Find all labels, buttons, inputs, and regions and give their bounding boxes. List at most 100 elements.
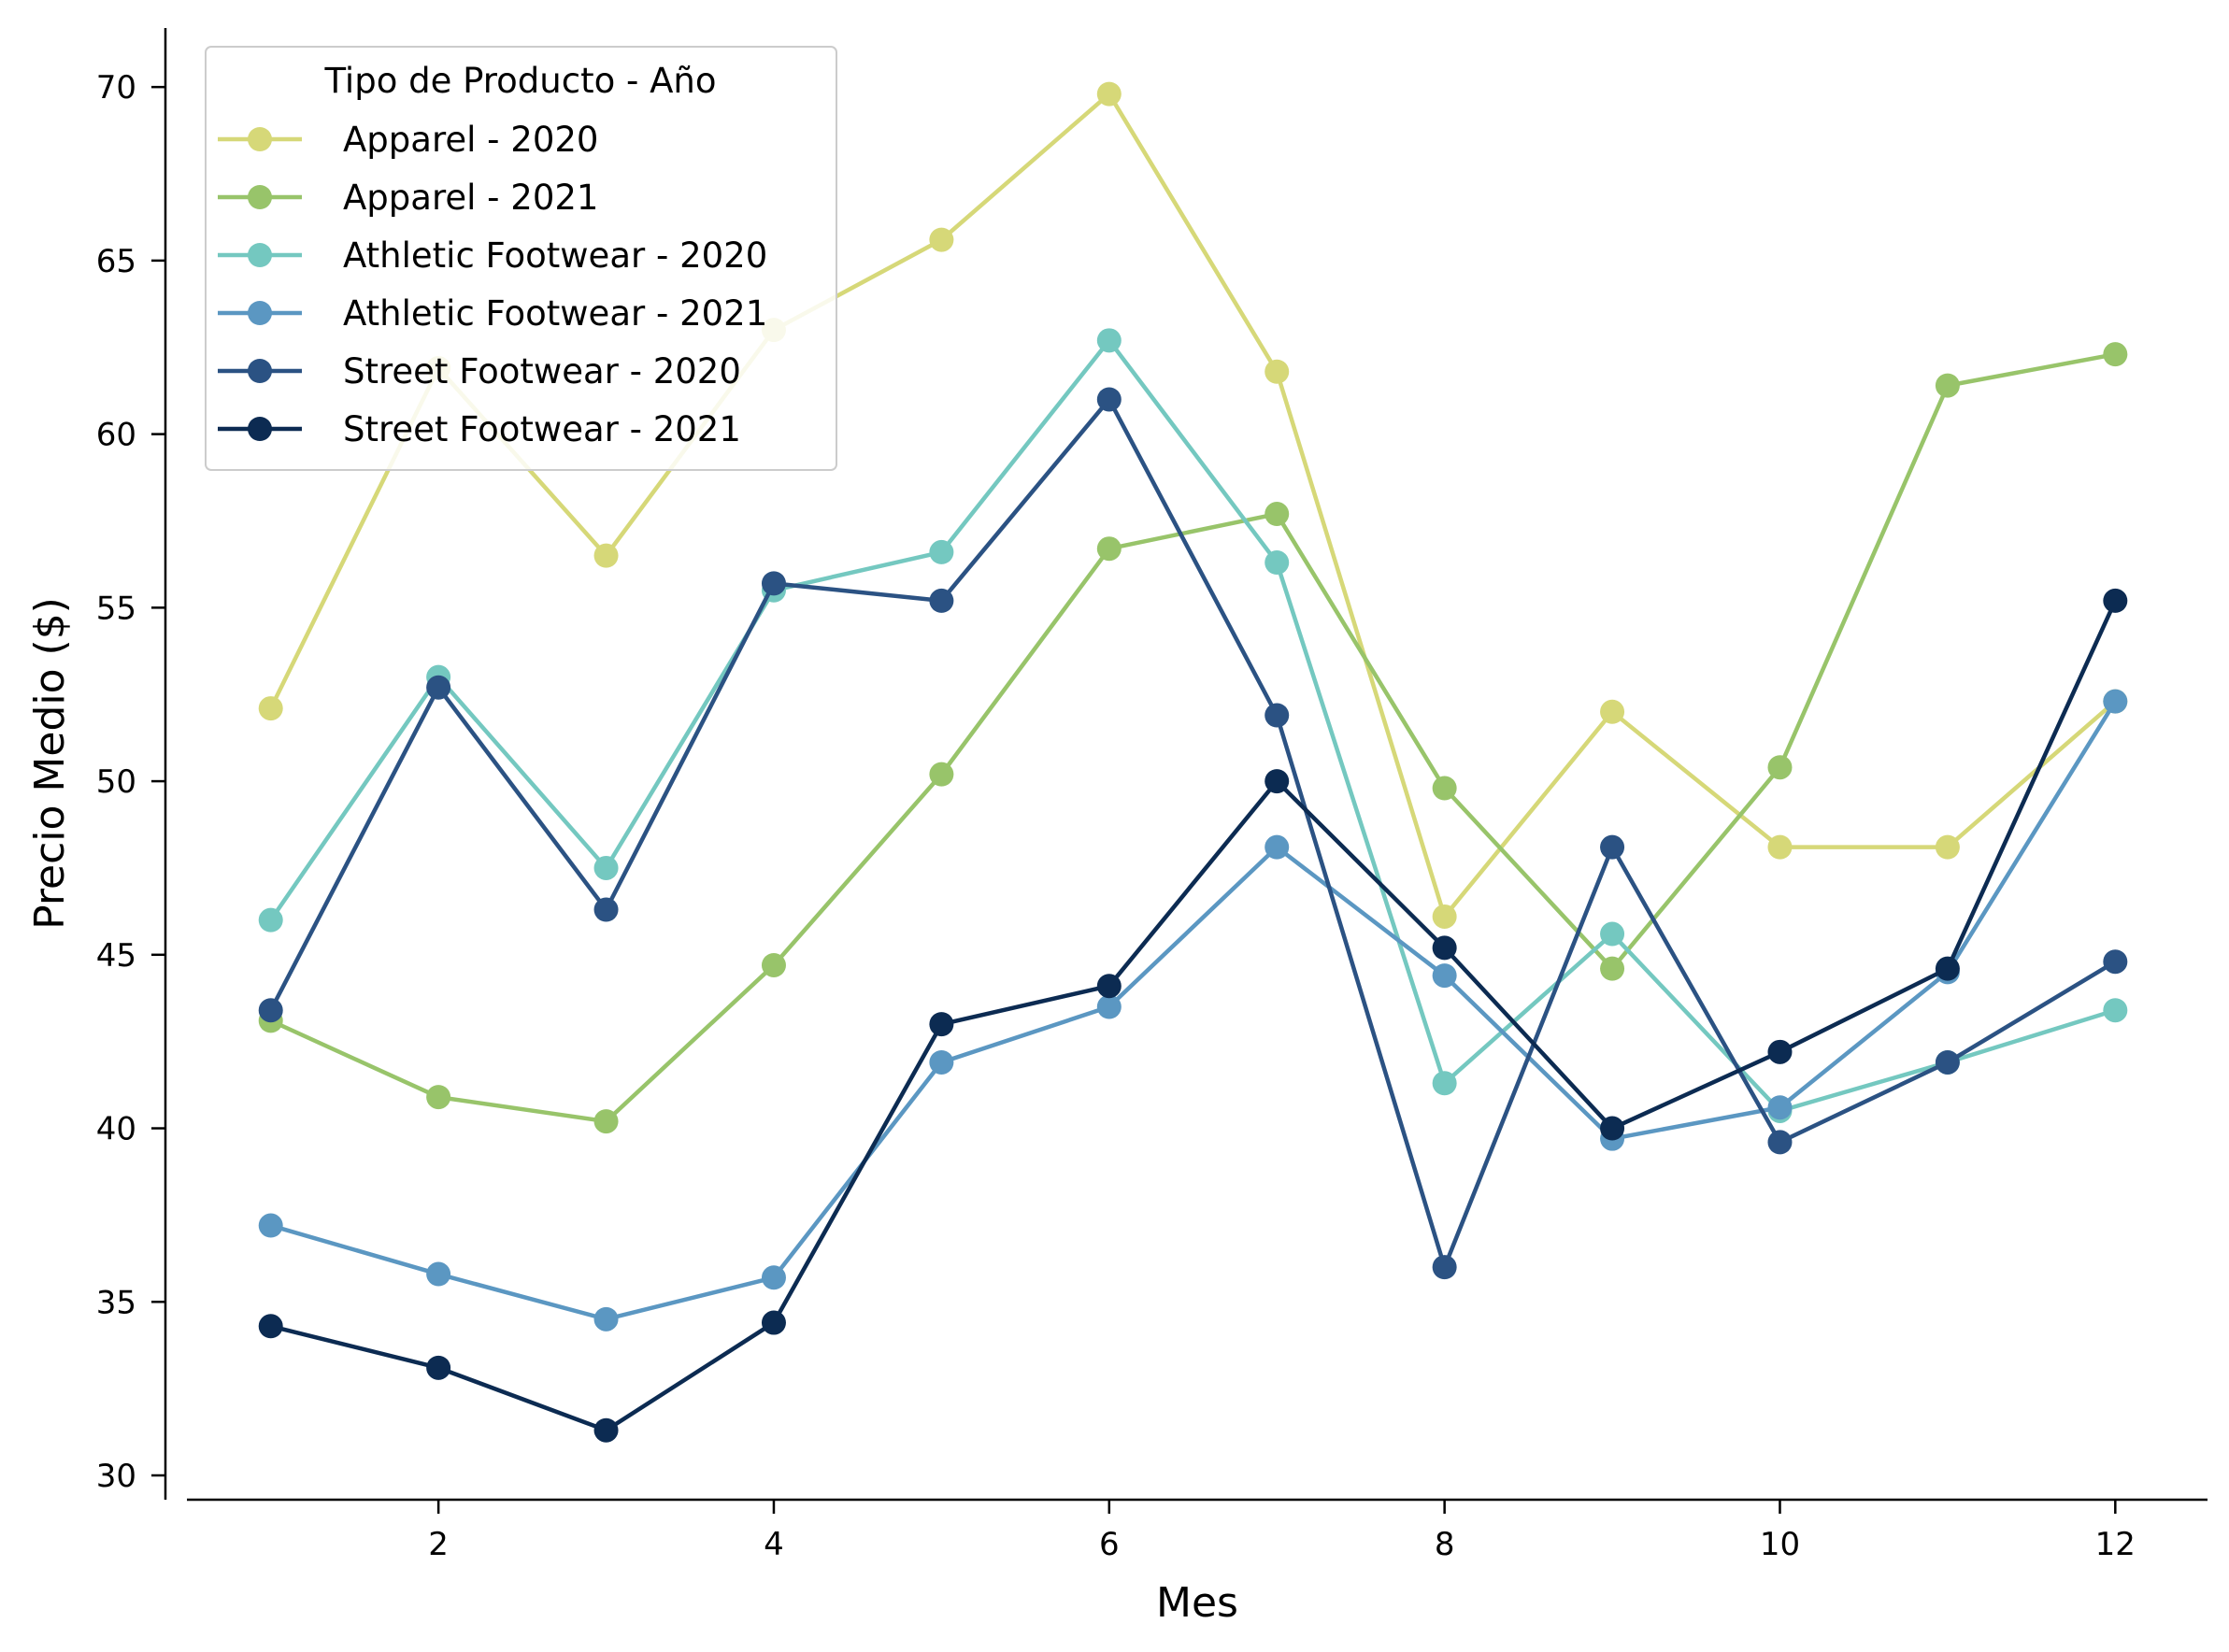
y-tick-label: 70 xyxy=(96,69,136,107)
legend: Tipo de Producto - Año Apparel - 2020App… xyxy=(205,46,837,471)
data-point xyxy=(1600,921,1625,947)
y-tick-label: 65 xyxy=(96,243,136,280)
legend-label: Apparel - 2020 xyxy=(343,120,598,160)
series-6 xyxy=(258,588,2128,1443)
x-tick-label: 12 xyxy=(2095,1526,2136,1563)
data-point xyxy=(1265,550,1290,576)
series-4 xyxy=(258,689,2128,1332)
data-point xyxy=(1767,1130,1793,1155)
data-point xyxy=(258,998,283,1023)
x-ticks: 2 4 6 8 10 12 xyxy=(428,1500,2136,1563)
data-point xyxy=(2103,998,2128,1023)
data-point xyxy=(1432,935,1457,961)
data-point xyxy=(1935,1049,1960,1075)
data-point xyxy=(1767,1095,1793,1120)
legend-entry: Apparel - 2021 xyxy=(218,178,598,218)
data-point xyxy=(1600,699,1625,724)
x-tick-label: 8 xyxy=(1435,1526,1455,1563)
data-point xyxy=(1265,769,1290,794)
data-point xyxy=(1096,387,1122,412)
data-point xyxy=(929,539,954,564)
data-point xyxy=(929,588,954,613)
legend-marker xyxy=(248,359,272,383)
data-point xyxy=(593,1109,619,1134)
data-point xyxy=(426,1085,451,1110)
data-point xyxy=(593,1417,619,1443)
data-point xyxy=(2103,689,2128,714)
data-point xyxy=(258,1213,283,1238)
legend-box xyxy=(205,46,837,471)
series-line xyxy=(269,351,2116,1124)
legend-entry: Apparel - 2020 xyxy=(218,120,598,160)
data-point xyxy=(1265,703,1290,728)
data-point xyxy=(2103,949,2128,975)
legend-marker xyxy=(248,417,272,441)
y-tick-label: 35 xyxy=(96,1284,136,1321)
data-point xyxy=(1096,994,1122,1019)
data-point xyxy=(1432,1071,1457,1096)
y-axis-title: Precio Medio ($) xyxy=(26,597,74,930)
legend-entries: Apparel - 2020 Apparel - 2021 Athletic Foo… xyxy=(218,120,767,449)
data-point xyxy=(593,897,619,922)
legend-entry: Street Footwear - 2020 xyxy=(218,351,741,392)
data-point xyxy=(258,1314,283,1339)
data-point xyxy=(426,1261,451,1287)
data-point xyxy=(593,1306,619,1332)
y-tick-label: 60 xyxy=(96,417,136,454)
data-point xyxy=(593,543,619,568)
data-point xyxy=(258,696,283,721)
data-point xyxy=(761,571,786,596)
data-point xyxy=(1432,1255,1457,1280)
y-ticks: 30 35 40 45 50 55 60 65 70 xyxy=(96,69,165,1495)
data-point xyxy=(1600,834,1625,860)
plot-area xyxy=(258,81,2128,1443)
legend-title: Tipo de Producto - Año xyxy=(323,61,716,101)
legend-label: Street Footwear - 2020 xyxy=(343,351,741,392)
data-point xyxy=(929,1012,954,1037)
series-line xyxy=(268,338,2116,1114)
data-point xyxy=(1600,956,1625,981)
data-point xyxy=(929,1049,954,1075)
legend-entry: Athletic Footwear - 2021 xyxy=(218,293,767,334)
data-point xyxy=(1096,974,1122,999)
legend-marker xyxy=(248,301,272,325)
x-tick-label: 2 xyxy=(428,1526,449,1563)
data-point xyxy=(1767,834,1793,860)
data-point xyxy=(1096,328,1122,353)
data-point xyxy=(761,1265,786,1290)
data-point xyxy=(1432,963,1457,989)
legend-marker xyxy=(248,243,272,267)
data-point xyxy=(1265,834,1290,860)
series-1 xyxy=(258,81,2128,929)
y-tick-label: 55 xyxy=(96,590,136,627)
legend-label: Street Footwear - 2021 xyxy=(343,409,741,449)
data-point xyxy=(1935,834,1960,860)
data-point xyxy=(258,907,283,933)
data-point xyxy=(1265,359,1290,384)
data-point xyxy=(1265,502,1290,527)
series-line xyxy=(268,397,2117,1270)
data-point xyxy=(761,952,786,977)
legend-entry: Athletic Footwear - 2020 xyxy=(218,235,767,276)
data-point xyxy=(593,855,619,880)
legend-marker xyxy=(248,127,272,151)
data-point xyxy=(2103,342,2128,367)
data-point xyxy=(1432,776,1457,801)
y-tick-label: 40 xyxy=(96,1111,136,1148)
legend-label: Athletic Footwear - 2020 xyxy=(343,235,767,276)
data-point xyxy=(1767,755,1793,780)
y-tick-label: 45 xyxy=(96,937,136,975)
legend-label: Apparel - 2021 xyxy=(343,178,598,218)
y-tick-label: 30 xyxy=(96,1458,136,1495)
data-point xyxy=(426,675,451,700)
x-axis-title: Mes xyxy=(1156,1579,1238,1627)
y-tick-label: 50 xyxy=(96,763,136,801)
data-point xyxy=(1767,1039,1793,1064)
data-point xyxy=(929,762,954,787)
series-line xyxy=(270,599,2118,1432)
legend-label: Athletic Footwear - 2021 xyxy=(343,293,767,334)
data-point xyxy=(929,227,954,252)
series-5 xyxy=(258,387,2128,1280)
legend-entry: Street Footwear - 2021 xyxy=(218,409,741,449)
